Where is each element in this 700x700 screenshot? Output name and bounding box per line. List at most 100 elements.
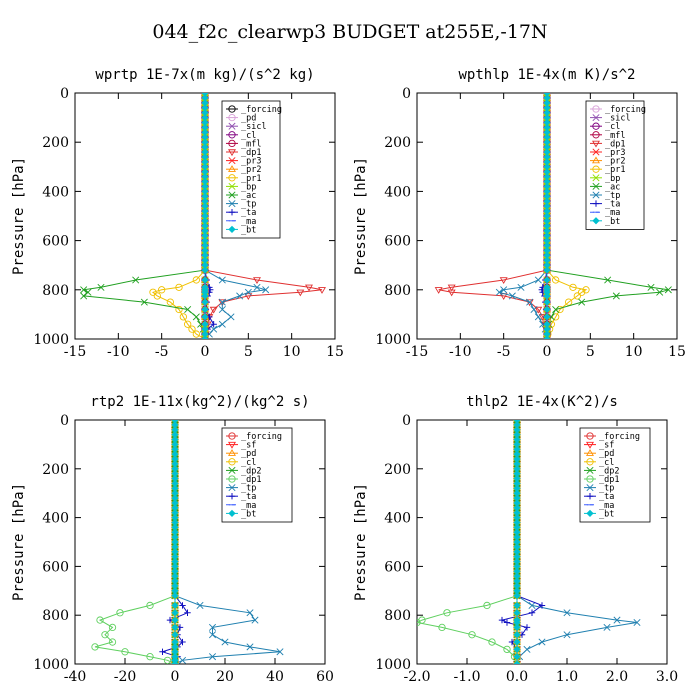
panel-1-series-ac <box>80 93 209 339</box>
panel-4-data-point <box>513 638 521 646</box>
panel-1-data-point <box>188 325 196 333</box>
panel-2: wpthlp 1E-4x(m K)/s^2 Pressure [hPa] 0 200 4… <box>353 67 686 360</box>
panel-2-legend-label: _tp <box>605 191 620 201</box>
panel-1-y-tick-label: 0 <box>60 86 69 102</box>
panel-1-x-tick-label: -10 <box>107 344 130 360</box>
panel-1-data-point <box>201 313 209 321</box>
panel-4-data-point <box>528 609 536 616</box>
panel-1-legend-label: _bp <box>241 182 256 192</box>
panel-2-x-tick-label: -5 <box>497 344 511 360</box>
panel-4-x-tick-label: -1.0 <box>454 669 481 685</box>
panel-4-y-tick-label: 1000 <box>375 657 411 673</box>
panel-4-y-tick-label: 800 <box>384 608 411 624</box>
panel-3-data-point <box>179 602 186 609</box>
panel-2-legend-label: _pr1 <box>605 165 625 175</box>
panel-4-y-axis-label: Pressure [hPa] <box>353 483 369 601</box>
panel-2-legend-marker <box>592 200 600 207</box>
panel-3-data-point <box>208 653 217 661</box>
panel-3-data-point <box>179 638 186 646</box>
panel-3-data-point <box>246 643 254 651</box>
panel-2-series-line <box>438 93 548 339</box>
panel-3-legend-marker <box>228 484 236 492</box>
panel-4-data-point <box>513 660 521 664</box>
panel-2-data-point <box>500 286 508 294</box>
panel-4-frame <box>416 419 668 665</box>
panel-1-data-point <box>175 283 183 291</box>
panel-2-legend-label: _bt <box>605 217 620 227</box>
panel-3-data-point <box>101 631 109 639</box>
panel-1-legend-label: _ma <box>241 217 256 227</box>
panel-2-data-point <box>543 335 551 339</box>
panel-3-data-point <box>208 623 217 631</box>
panel-3-series-bt <box>171 420 179 664</box>
panel-2-legend-label: _ac <box>605 182 620 192</box>
panel-1-data-point <box>166 298 174 306</box>
panel-2-legend-marker <box>592 114 600 122</box>
panel-1-data-point <box>192 276 200 284</box>
panel-1-legend-marker <box>228 157 236 165</box>
panel-2-data-point <box>582 286 590 294</box>
panel-4-series-bt <box>513 420 521 664</box>
panel-3-y-tick-label: 0 <box>60 413 69 429</box>
panel-3-legend-marker <box>228 449 236 456</box>
panel-4: thlp2 1E-4x(K^2)/s Pressure [hPa] 0 200 400 6… <box>353 394 678 685</box>
panel-1-data-point <box>201 276 209 284</box>
panel-2-legend-marker <box>592 105 600 113</box>
panel-1-legend-marker <box>228 191 236 199</box>
panel-3-data-point <box>159 648 166 655</box>
panel-4-legend-label: _ma <box>599 501 614 511</box>
panel-2-x-tick-label: 5 <box>586 344 595 360</box>
panel-4-legend-marker <box>586 475 594 483</box>
panel-1-x-tick-label: 0 <box>201 344 210 360</box>
panel-3-data-point <box>108 638 117 646</box>
panel-3-x-tick-label: 60 <box>316 669 334 685</box>
panel-3-data-point <box>116 609 124 617</box>
panel-2-legend-label: _ma <box>605 208 620 218</box>
panel-4-legend-marker <box>586 484 594 492</box>
panel-3-series-line <box>94 420 176 664</box>
panel-1-data-point <box>244 288 252 296</box>
panel-4-data-point <box>513 660 521 664</box>
figure-title: 044_f2c_clearwp3 BUDGET at255E,-17N <box>152 21 547 43</box>
panel-4-data-point <box>513 631 521 639</box>
panel-1-legend-label: _pr2 <box>241 165 261 175</box>
panel-3-data-point <box>96 616 104 624</box>
panel-1-data-point <box>244 293 253 301</box>
panel-2-data-point <box>552 305 560 313</box>
panel-2-legend-marker <box>592 182 600 190</box>
panel-4-y-tick-label: 400 <box>384 511 411 527</box>
panel-2-legend-marker <box>592 156 600 164</box>
panel-4-x-tick-label: 2.0 <box>606 669 628 685</box>
panel-2-legend-label: _ta <box>605 200 620 210</box>
panel-1-legend-marker <box>228 149 236 157</box>
panel-2-data-point <box>543 93 551 97</box>
panel-4-data-point <box>513 609 521 617</box>
panel-1-data-point <box>201 305 209 314</box>
panel-1-legend-label: _sicl <box>241 122 267 132</box>
panel-2-title: wpthlp 1E-4x(m K)/s^2 <box>458 67 635 83</box>
panel-4-data-point <box>438 623 446 632</box>
panel-4-data-point <box>443 609 451 617</box>
panel-3-data-point <box>171 660 179 664</box>
panel-1-y-axis-label: Pressure [hPa] <box>11 157 27 275</box>
panel-4-legend-label: _tp <box>599 484 614 494</box>
panel-1-data-point <box>218 299 227 307</box>
panel-3-y-tick-label: 200 <box>42 462 69 478</box>
panel-4-data-point <box>513 623 521 632</box>
panel-1-data-point <box>184 305 192 313</box>
panel-1-data-point <box>218 276 226 284</box>
panel-3-data-point <box>171 660 179 664</box>
panel-3: rtp2 1E-11x(kg^2)/(kg^2 s) Pressure [hPa]… <box>11 394 334 685</box>
panel-2-x-tick-label: 15 <box>668 344 686 360</box>
panel-2-legend-marker <box>592 174 600 182</box>
panel-2-data-point <box>578 288 586 296</box>
panel-2-legend-label: _mfl <box>605 131 625 141</box>
panel-3-series-dp1 <box>91 420 179 664</box>
panel-1-legend-label: _pr3 <box>241 157 261 167</box>
panel-2-data-point <box>525 299 534 307</box>
panel-3-plot-area <box>91 420 284 664</box>
panel-1-x-tick-label: 5 <box>244 344 253 360</box>
panel-2-legend-label: _dp1 <box>605 139 625 149</box>
panel-1-legend-label: _pd <box>241 114 256 124</box>
panel-3-legend-marker <box>228 458 236 466</box>
